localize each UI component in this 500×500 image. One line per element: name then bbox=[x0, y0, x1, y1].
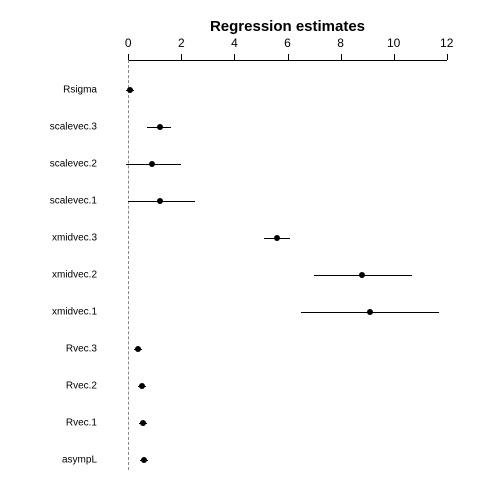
x-tick bbox=[447, 54, 448, 60]
point-estimate bbox=[149, 161, 155, 167]
x-tick-label: 10 bbox=[387, 36, 400, 50]
x-tick bbox=[181, 54, 182, 60]
point-estimate bbox=[157, 198, 163, 204]
x-tick bbox=[288, 54, 289, 60]
x-tick bbox=[234, 54, 235, 60]
y-label: scalevec.2 bbox=[50, 159, 97, 170]
chart-title: Regression estimates bbox=[115, 18, 460, 35]
point-estimate bbox=[139, 383, 145, 389]
y-label: asympL bbox=[62, 455, 97, 466]
ref-line-zero bbox=[128, 60, 129, 470]
y-label: scalevec.3 bbox=[50, 122, 97, 133]
x-tick bbox=[341, 54, 342, 60]
y-label: xmidvec.3 bbox=[52, 233, 97, 244]
y-label: Rsigma bbox=[63, 85, 97, 96]
y-label: xmidvec.2 bbox=[52, 270, 97, 281]
point-estimate bbox=[135, 346, 141, 352]
y-label: Rvec.2 bbox=[66, 381, 97, 392]
y-label: scalevec.1 bbox=[50, 196, 97, 207]
y-label: xmidvec.1 bbox=[52, 307, 97, 318]
point-estimate bbox=[274, 235, 280, 241]
x-tick-label: 2 bbox=[178, 36, 185, 50]
point-estimate bbox=[141, 457, 147, 463]
x-tick-label: 4 bbox=[231, 36, 238, 50]
x-tick-label: 6 bbox=[284, 36, 291, 50]
x-tick-label: 0 bbox=[125, 36, 132, 50]
x-tick-label: 12 bbox=[440, 36, 453, 50]
point-estimate bbox=[359, 272, 365, 278]
x-tick bbox=[394, 54, 395, 60]
regression-forest-plot: Regression estimates 0 2 4 6 8 10 12 Rsigma sca… bbox=[0, 0, 500, 500]
x-axis-line bbox=[128, 60, 446, 61]
point-estimate bbox=[367, 309, 373, 315]
point-estimate bbox=[157, 124, 163, 130]
point-estimate bbox=[127, 87, 133, 93]
point-estimate bbox=[140, 420, 146, 426]
y-label: Rvec.3 bbox=[66, 344, 97, 355]
x-tick-label: 8 bbox=[337, 36, 344, 50]
y-label: Rvec.1 bbox=[66, 418, 97, 429]
